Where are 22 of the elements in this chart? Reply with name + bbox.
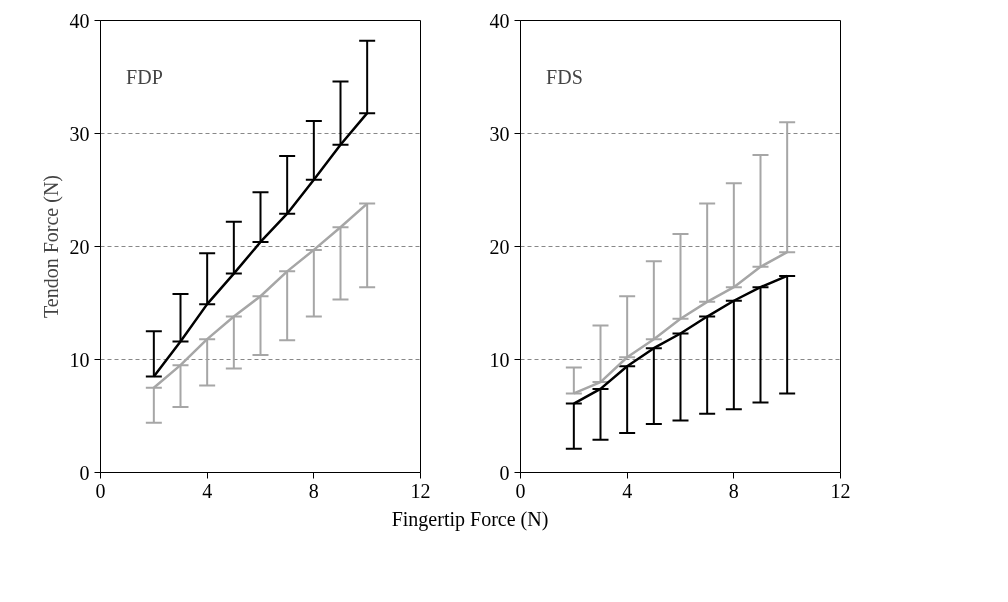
y-tick-label: 40 [489,9,510,32]
y-tick-label: 10 [489,348,510,371]
x-tick-label: 0 [515,479,526,502]
x-tick-label: 8 [308,479,319,502]
x-tick-label: 12 [830,479,851,502]
text: FDP [126,66,163,89]
x-tick-label: 8 [728,479,739,502]
y-tick-label: 20 [69,235,90,258]
text: FDS [546,66,583,89]
y-tick-label: 10 [69,348,90,371]
y-tick-label: 0 [499,461,510,484]
y-axis-title: Tendon Force (N) [39,175,63,318]
x-tick-label: 4 [202,479,213,502]
x-tick-label: 0 [95,479,106,502]
x-tick-label: 12 [410,479,431,502]
y-tick-label: 20 [489,235,510,258]
y-tick-label: 30 [489,122,510,145]
y-tick-label: 30 [69,122,90,145]
x-axis-title: Fingertip Force (N) [391,507,549,533]
y-tick-label: 40 [69,9,90,32]
y-tick-label: 0 [79,461,90,484]
x-tick-label: 4 [622,479,633,502]
